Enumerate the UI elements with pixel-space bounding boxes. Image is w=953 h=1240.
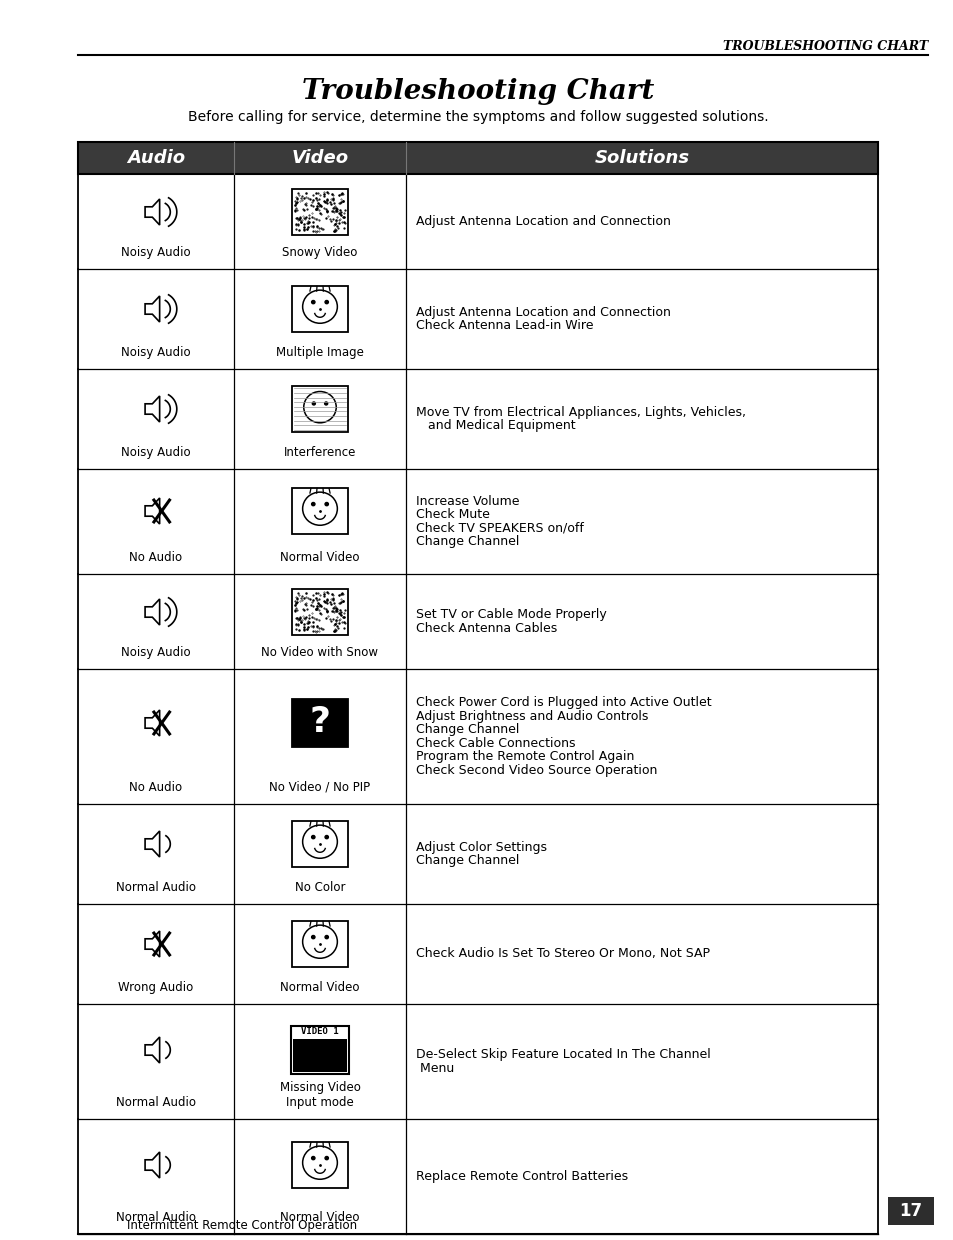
Text: ?: ?	[309, 706, 330, 739]
Text: Adjust Brightness and Audio Controls: Adjust Brightness and Audio Controls	[416, 709, 648, 723]
Ellipse shape	[312, 402, 315, 405]
Text: TROUBLESHOOTING CHART: TROUBLESHOOTING CHART	[722, 40, 927, 53]
Bar	[78, 143, 877, 174]
Text: Solutions: Solutions	[594, 149, 689, 167]
Text: Check Antenna Cables: Check Antenna Cables	[416, 621, 557, 635]
Text: Troubleshooting Chart: Troubleshooting Chart	[301, 78, 654, 105]
Bar	[78, 370, 877, 469]
Text: No Video with Snow: No Video with Snow	[261, 646, 378, 658]
Text: Noisy Audio: Noisy Audio	[121, 646, 191, 658]
Text: Check Antenna Lead-in Wire: Check Antenna Lead-in Wire	[416, 319, 593, 332]
Bar	[292, 188, 348, 236]
Bar	[292, 386, 348, 432]
Text: Set TV or Cable Mode Properly: Set TV or Cable Mode Properly	[416, 609, 606, 621]
Text: Normal Audio: Normal Audio	[116, 1211, 195, 1224]
Text: Change Channel: Change Channel	[416, 536, 518, 548]
Ellipse shape	[324, 402, 328, 405]
Text: Replace Remote Control Batteries: Replace Remote Control Batteries	[416, 1171, 627, 1183]
Bar	[78, 904, 877, 1004]
Bar	[293, 1039, 347, 1073]
Bar	[78, 269, 877, 370]
Bar	[291, 1025, 349, 1074]
Text: Adjust Color Settings: Adjust Color Settings	[416, 841, 546, 854]
Bar	[78, 1004, 877, 1118]
Ellipse shape	[325, 300, 328, 304]
Text: Noisy Audio: Noisy Audio	[121, 246, 191, 259]
Text: Audio: Audio	[127, 149, 185, 167]
Text: Move TV from Electrical Appliances, Lights, Vehicles,: Move TV from Electrical Appliances, Ligh…	[416, 405, 745, 419]
Bar	[78, 174, 877, 269]
Text: Menu: Menu	[416, 1061, 454, 1075]
Text: Multiple Image: Multiple Image	[275, 346, 363, 360]
Bar	[78, 1118, 877, 1234]
Text: Normal Video: Normal Video	[280, 1211, 359, 1224]
Text: No Audio: No Audio	[130, 781, 182, 794]
Text: Wrong Audio: Wrong Audio	[118, 981, 193, 994]
Text: Adjust Antenna Location and Connection: Adjust Antenna Location and Connection	[416, 215, 670, 228]
Text: Check Power Cord is Plugged into Active Outlet: Check Power Cord is Plugged into Active …	[416, 696, 711, 709]
Text: Before calling for service, determine the symptoms and follow suggested solution: Before calling for service, determine th…	[188, 110, 767, 124]
Bar	[292, 699, 348, 746]
Text: Interference: Interference	[283, 446, 355, 459]
Text: Change Channel: Change Channel	[416, 723, 518, 737]
Text: De-Select Skip Feature Located In The Channel: De-Select Skip Feature Located In The Ch…	[416, 1048, 710, 1061]
Text: Check Second Video Source Operation: Check Second Video Source Operation	[416, 764, 657, 776]
Text: Check Cable Connections: Check Cable Connections	[416, 737, 575, 750]
Text: 17: 17	[899, 1202, 922, 1220]
Text: Check Audio Is Set To Stereo Or Mono, Not SAP: Check Audio Is Set To Stereo Or Mono, No…	[416, 947, 709, 961]
Ellipse shape	[325, 1157, 328, 1159]
Ellipse shape	[312, 836, 314, 838]
Text: No Video / No PIP: No Video / No PIP	[269, 781, 370, 794]
Bar	[292, 821, 348, 867]
Text: Increase Volume: Increase Volume	[416, 495, 519, 507]
Bar	[887, 1197, 933, 1225]
Bar	[292, 1142, 348, 1188]
Text: Noisy Audio: Noisy Audio	[121, 446, 191, 459]
Text: Normal Video: Normal Video	[280, 981, 359, 994]
Text: Program the Remote Control Again: Program the Remote Control Again	[416, 750, 634, 764]
Text: Intermittent Remote Control Operation: Intermittent Remote Control Operation	[127, 1219, 356, 1233]
Ellipse shape	[312, 502, 314, 506]
Ellipse shape	[312, 935, 314, 939]
Text: Normal Video: Normal Video	[280, 551, 359, 564]
Text: and Medical Equipment: and Medical Equipment	[416, 419, 575, 433]
Ellipse shape	[325, 502, 328, 506]
Bar	[78, 804, 877, 904]
Ellipse shape	[312, 300, 314, 304]
Text: Noisy Audio: Noisy Audio	[121, 346, 191, 360]
Text: Check TV SPEAKERS on/off: Check TV SPEAKERS on/off	[416, 522, 583, 534]
Ellipse shape	[325, 935, 328, 939]
Text: Normal Audio: Normal Audio	[116, 1096, 195, 1109]
Text: Snowy Video: Snowy Video	[282, 246, 357, 259]
Bar	[78, 574, 877, 670]
Text: Adjust Antenna Location and Connection: Adjust Antenna Location and Connection	[416, 306, 670, 319]
Ellipse shape	[325, 836, 328, 838]
Bar	[292, 286, 348, 332]
Text: No Audio: No Audio	[130, 551, 182, 564]
Bar	[292, 489, 348, 534]
Bar	[78, 670, 877, 804]
Text: Normal Audio: Normal Audio	[116, 880, 195, 894]
Ellipse shape	[312, 1157, 314, 1159]
Text: Video: Video	[291, 149, 348, 167]
Text: VIDEO 1: VIDEO 1	[301, 1027, 338, 1035]
Text: No Color: No Color	[294, 880, 345, 894]
Bar	[78, 469, 877, 574]
Bar	[292, 589, 348, 635]
Text: Check Mute: Check Mute	[416, 508, 489, 521]
Text: Missing Video
Input mode: Missing Video Input mode	[279, 1081, 360, 1109]
Bar	[292, 921, 348, 967]
Text: Change Channel: Change Channel	[416, 854, 518, 867]
